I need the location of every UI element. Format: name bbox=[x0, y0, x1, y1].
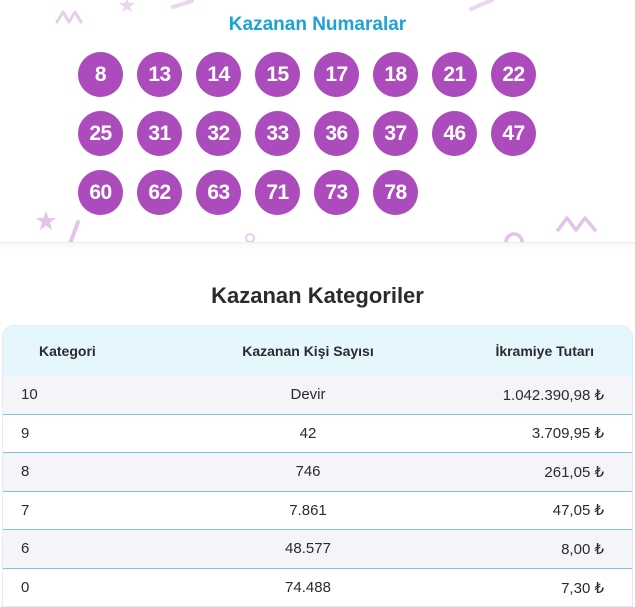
star-decor-icon bbox=[119, 0, 135, 12]
cell-prize: 261,05 ₺ bbox=[544, 463, 604, 481]
table-row: 9 42 3.709,95 ₺ bbox=[3, 414, 632, 453]
categories-table: Kategori Kazanan Kişi Sayısı İkramiye Tu… bbox=[2, 325, 633, 607]
star-decor-icon bbox=[36, 211, 56, 230]
number-ball: 46 bbox=[432, 111, 477, 156]
cell-winners: 48.577 bbox=[285, 540, 331, 558]
cell-category: 7 bbox=[21, 501, 30, 519]
cell-category: 6 bbox=[21, 540, 30, 558]
number-ball: 17 bbox=[314, 52, 359, 97]
cell-winners: Devir bbox=[290, 386, 326, 404]
number-ball: 63 bbox=[196, 170, 241, 215]
number-ball: 18 bbox=[373, 52, 418, 97]
number-ball: 8 bbox=[78, 52, 123, 97]
number-ball: 71 bbox=[255, 170, 300, 215]
number-ball: 25 bbox=[78, 111, 123, 156]
number-ball: 36 bbox=[314, 111, 359, 156]
table-row: 7 7.861 47,05 ₺ bbox=[3, 491, 632, 530]
dash-decor-icon bbox=[68, 220, 80, 242]
cell-prize: 7,30 ₺ bbox=[561, 579, 604, 597]
table-header: Kategori Kazanan Kişi Sayısı İkramiye Tu… bbox=[3, 326, 632, 376]
number-ball: 21 bbox=[432, 52, 477, 97]
table-row: 0 74.488 7,30 ₺ bbox=[3, 568, 632, 606]
table-row: 8 746 261,05 ₺ bbox=[3, 453, 632, 492]
number-ball: 60 bbox=[78, 170, 123, 215]
header-category: Kategori bbox=[39, 343, 96, 359]
cell-category: 8 bbox=[21, 463, 30, 481]
table-body: 10 Devir 1.042.390,98 ₺ 9 42 3.709,95 ₺ 8 746 26… bbox=[3, 376, 632, 606]
table-row: 10 Devir 1.042.390,98 ₺ bbox=[3, 376, 632, 415]
winning-numbers-title: Kazanan Numaralar bbox=[228, 14, 407, 35]
cell-prize: 8,00 ₺ bbox=[561, 540, 604, 558]
dash-decor-icon bbox=[469, 0, 494, 11]
table-row: 6 48.577 8,00 ₺ bbox=[3, 530, 632, 569]
cell-category: 10 bbox=[21, 386, 38, 404]
number-ball: 13 bbox=[137, 52, 182, 97]
cell-category: 0 bbox=[21, 579, 30, 597]
cell-prize: 47,05 ₺ bbox=[552, 502, 604, 520]
cell-winners: 746 bbox=[295, 463, 321, 481]
number-ball: 15 bbox=[255, 52, 300, 97]
cell-prize: 3.709,95 ₺ bbox=[531, 425, 604, 443]
number-ball: 47 bbox=[491, 111, 536, 156]
winning-categories-title: Kazanan Kategoriler bbox=[211, 283, 424, 308]
winning-numbers-section: Kazanan Numaralar 8 13 14 15 17 18 21 22 25 31 32 3… bbox=[0, 0, 635, 243]
header-prize: İkramiye Tutarı bbox=[495, 343, 594, 359]
cell-winners: 7.861 bbox=[289, 501, 327, 519]
number-ball: 78 bbox=[373, 170, 418, 215]
header-winners: Kazanan Kişi Sayısı bbox=[242, 343, 374, 359]
zigzag-decor-icon bbox=[556, 216, 597, 232]
number-ball: 37 bbox=[373, 111, 418, 156]
zigzag-decor-icon bbox=[55, 10, 83, 24]
number-ball: 22 bbox=[491, 52, 536, 97]
dash-decor-icon bbox=[171, 0, 194, 9]
cell-category: 9 bbox=[21, 424, 30, 442]
circle-decor-icon bbox=[245, 233, 255, 242]
ring-decor-icon bbox=[504, 232, 524, 242]
number-ball: 32 bbox=[196, 111, 241, 156]
number-ball: 62 bbox=[137, 170, 182, 215]
cell-winners: 42 bbox=[299, 424, 317, 442]
cell-prize: 1.042.390,98 ₺ bbox=[502, 386, 604, 404]
number-ball: 14 bbox=[196, 52, 241, 97]
number-ball: 31 bbox=[137, 111, 182, 156]
number-balls-grid: 8 13 14 15 17 18 21 22 25 31 32 33 36 37 46 47 60 62 63 71 7… bbox=[78, 52, 548, 215]
number-ball: 33 bbox=[255, 111, 300, 156]
cell-winners: 74.488 bbox=[285, 579, 331, 597]
number-ball: 73 bbox=[314, 170, 359, 215]
